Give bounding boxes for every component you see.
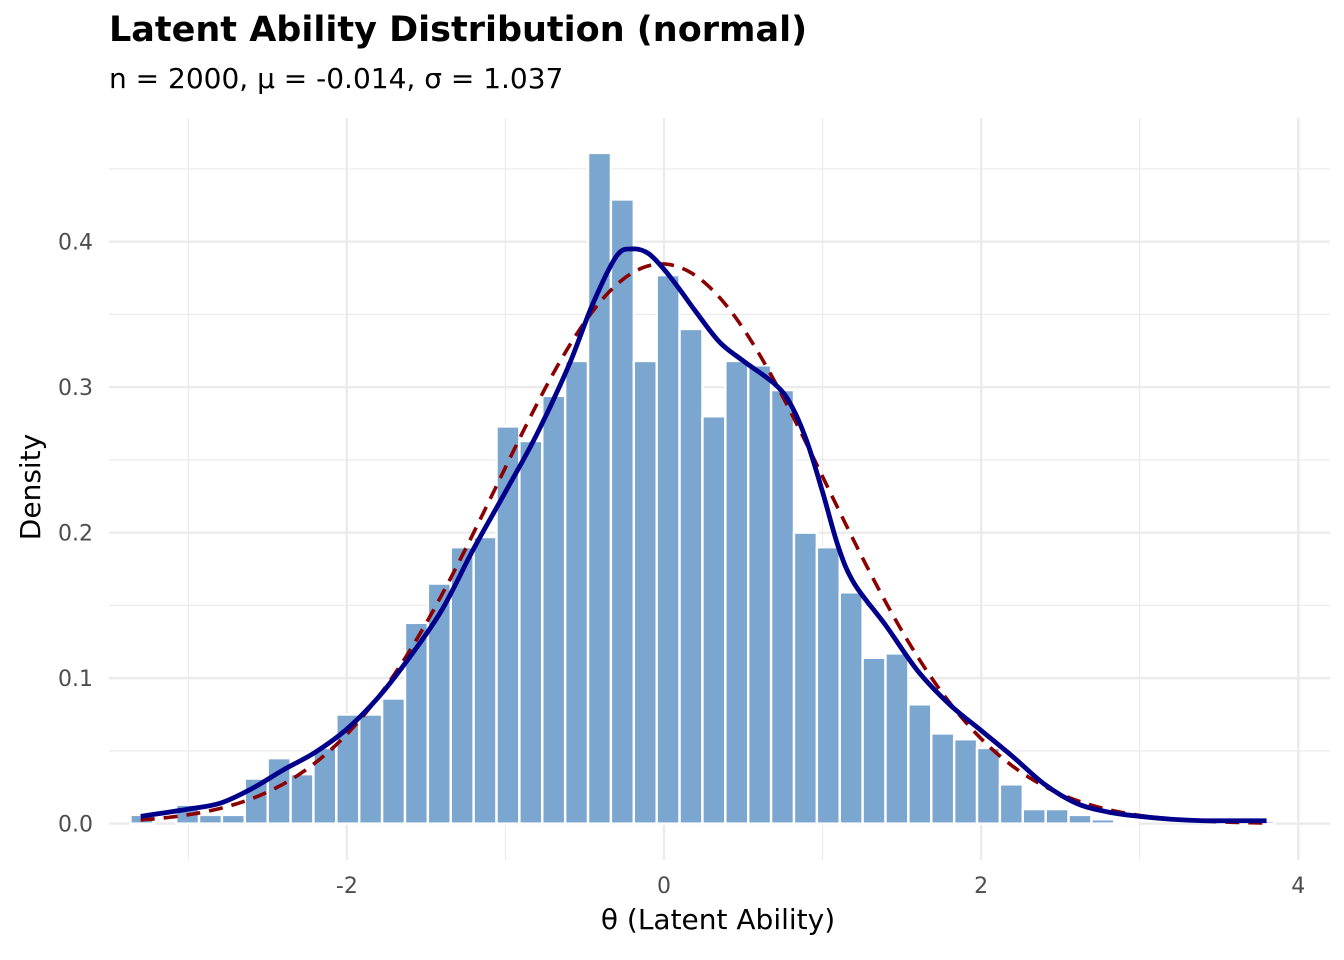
histogram-bar <box>586 151 613 825</box>
histogram-bar <box>907 703 933 825</box>
histogram-bar <box>747 364 773 825</box>
x-tick-label: 4 <box>1291 874 1305 899</box>
y-tick-label: 0.4 <box>58 231 93 256</box>
histogram-bar <box>975 746 1002 825</box>
histogram-bar <box>655 273 681 825</box>
y-tick-label: 0.0 <box>58 813 93 838</box>
y-axis-ticks: 0.0 0.1 0.2 0.3 0.4 <box>58 231 93 838</box>
histogram-bar <box>632 359 658 825</box>
curve-lines <box>140 246 1267 825</box>
histogram-bar <box>289 772 315 825</box>
histogram-bar <box>724 359 750 825</box>
histogram-bar <box>952 738 979 825</box>
histogram-bar <box>678 327 704 825</box>
histogram-bar <box>1090 818 1116 825</box>
histogram-bar <box>1044 807 1070 825</box>
chart-title: Latent Ability Distribution (normal) <box>109 10 808 50</box>
y-tick-label: 0.2 <box>58 522 93 547</box>
histogram-bar <box>930 732 956 825</box>
histogram-bar <box>358 713 384 825</box>
histogram-bar <box>518 439 544 825</box>
chart-subtitle: n = 2000, μ = -0.014, σ = 1.037 <box>109 62 564 95</box>
histogram-bars <box>129 151 1276 825</box>
density-curve-line <box>140 246 1267 824</box>
histogram-bar <box>769 388 796 825</box>
histogram-bar <box>472 535 498 825</box>
y-tick-label: 0.1 <box>58 667 93 692</box>
histogram-bar <box>426 582 452 825</box>
histogram-bar <box>815 545 841 825</box>
histogram-bar <box>197 813 224 825</box>
histogram-bar <box>701 415 727 825</box>
histogram-bar <box>609 198 636 825</box>
histogram-bar <box>1067 813 1093 825</box>
histogram-bar <box>541 394 567 825</box>
histogram-bar <box>792 531 819 825</box>
histogram-bar <box>380 697 407 825</box>
histogram-bar <box>1021 807 1047 825</box>
x-tick-label: 2 <box>974 874 988 899</box>
histogram-bar <box>884 652 910 825</box>
y-axis-label: Density <box>14 434 47 540</box>
normal-curve-line <box>140 262 1267 825</box>
histogram-bar <box>838 591 864 825</box>
x-axis-label: θ (Latent Ability) <box>601 903 835 936</box>
x-tick-label: 0 <box>657 874 671 899</box>
histogram-bar <box>220 813 247 825</box>
histogram-bar <box>563 359 590 825</box>
x-tick-label: -2 <box>336 874 358 899</box>
histogram-bar <box>861 656 887 825</box>
histogram-bar <box>998 783 1024 825</box>
x-axis-ticks: -2 0 2 4 <box>336 874 1305 899</box>
y-tick-label: 0.3 <box>58 376 93 401</box>
histogram-bar <box>1113 820 1139 825</box>
